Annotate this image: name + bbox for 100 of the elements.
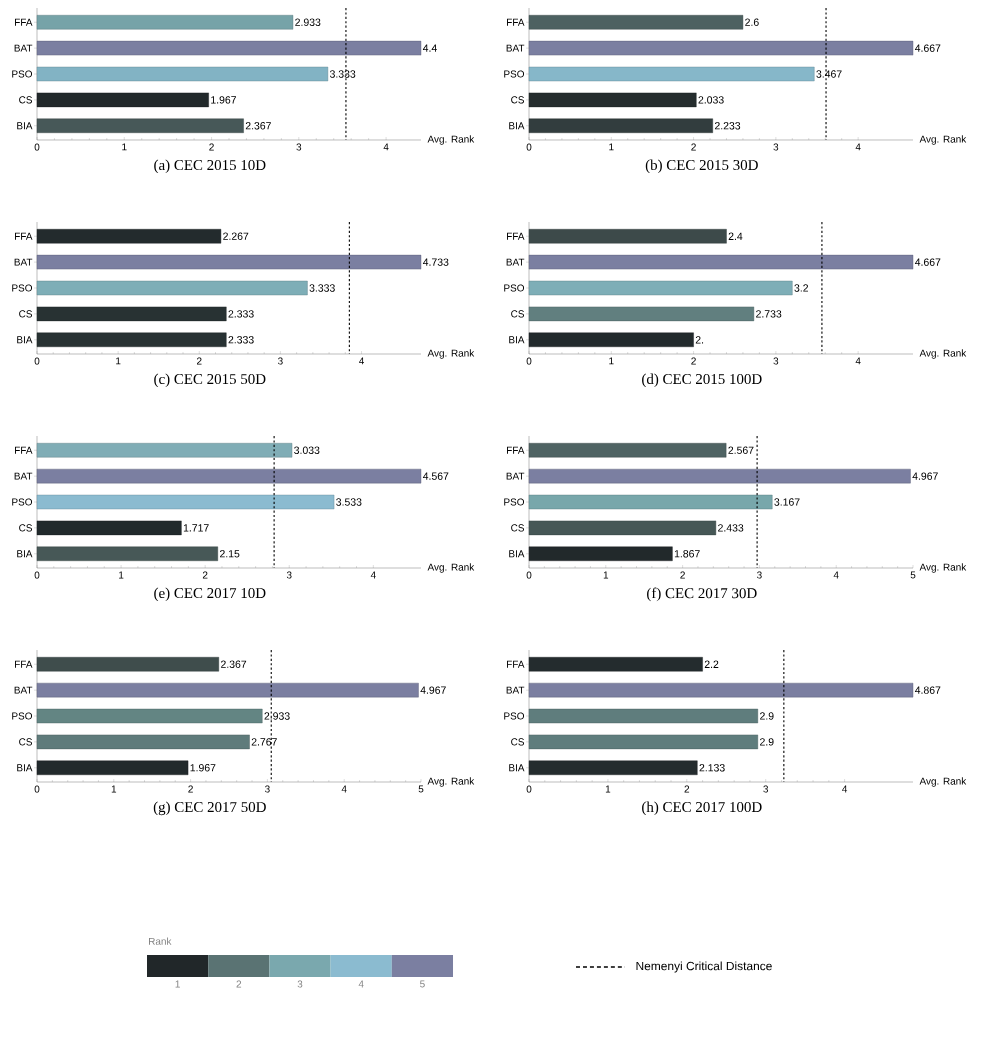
data-label: 2.4 [728, 232, 743, 240]
x-tick-label: 3 [265, 785, 270, 793]
data-label: 1.717 [183, 524, 209, 532]
data-label: 4.4 [422, 44, 437, 52]
chart-title: Rank [149, 937, 172, 945]
x-axis-title: Avg. Rank [919, 563, 967, 573]
y-tick-label: BAT [14, 472, 33, 480]
x-tick-label: 3 [763, 785, 769, 793]
x-tick-label: 5 [910, 571, 916, 579]
data-label: 4.733 [422, 258, 449, 266]
data-label: 2.033 [698, 96, 724, 104]
data-label: 2.133 [699, 764, 725, 772]
y-tick-label: BIA [17, 550, 33, 558]
data-label: 2.933 [295, 18, 321, 26]
x-tick-label: 3 [773, 143, 779, 151]
y-tick-label: FFA [15, 232, 33, 240]
bar [36, 520, 182, 536]
bar [36, 494, 335, 510]
y-tick-label: CS [19, 310, 33, 318]
x-tick-label: 4 [358, 980, 364, 988]
y-tick-label: BIA [509, 550, 525, 558]
bar [528, 760, 698, 775]
text: (h) CEC 2017 100D [642, 801, 762, 816]
x-tick-label: 5 [418, 785, 424, 793]
bar [36, 682, 419, 698]
y-tick-label: BAT [506, 472, 525, 480]
bar [36, 92, 209, 108]
x-tick-label: 0 [526, 785, 532, 793]
text: Nemenyi Critical Distance [636, 961, 772, 973]
y-tick-label: BAT [506, 44, 525, 52]
bar [36, 657, 219, 672]
bar [528, 708, 759, 724]
y-tick-label: FFA [507, 660, 525, 668]
data-label: 2.233 [714, 122, 741, 130]
bar [36, 708, 263, 724]
x-tick-label: 4 [359, 357, 365, 365]
y-tick-label: PSO [12, 712, 33, 720]
bar [528, 682, 914, 698]
y-tick-label: CS [19, 738, 33, 746]
y-tick-label: PSO [504, 498, 525, 506]
y-tick-label: FFA [507, 232, 525, 240]
y-tick-label: CS [511, 96, 525, 104]
text: (c) CEC 2015 50D [154, 373, 266, 388]
bar [36, 118, 244, 133]
text: (e) CEC 2017 10D [154, 587, 266, 602]
y-tick-label: PSO [504, 284, 525, 292]
x-tick-label: 0 [34, 357, 40, 365]
data-label: 2.6 [745, 18, 759, 26]
y-tick-label: BAT [14, 258, 33, 266]
x-tick-label: 0 [34, 785, 40, 793]
x-tick-label: 3 [773, 357, 779, 365]
text: (b) CEC 2015 30D [645, 159, 758, 174]
bar [36, 332, 227, 347]
data-label: 1.967 [211, 96, 236, 104]
bar [36, 468, 422, 484]
y-tick-label: BIA [509, 336, 525, 344]
y-tick-label: BAT [14, 686, 33, 694]
x-tick-label: 2 [209, 143, 214, 151]
data-label: 3.2 [794, 284, 809, 292]
y-tick-label: FFA [507, 446, 525, 454]
data-label: 4.967 [420, 686, 446, 694]
y-tick-label: BAT [14, 44, 33, 52]
x-tick-label: 2 [680, 571, 685, 579]
data-label: 3.333 [329, 70, 356, 78]
x-tick-label: 2 [197, 357, 202, 365]
bar [528, 494, 773, 510]
bar [528, 92, 697, 108]
bar [36, 734, 250, 750]
bar [528, 468, 911, 484]
data-label: 3.167 [774, 498, 800, 506]
y-tick-label: PSO [504, 70, 525, 78]
data-label: 3.533 [336, 498, 362, 506]
bar [36, 254, 422, 270]
x-tick-label: 0 [34, 571, 40, 579]
data-label: 3.467 [816, 70, 842, 78]
x-tick-label: 4 [370, 571, 376, 579]
data-label: 2.15 [220, 550, 240, 558]
x-tick-label: 1 [609, 143, 614, 151]
y-tick-label: CS [511, 524, 525, 532]
data-label: 2.367 [245, 122, 271, 130]
x-tick-label: 4 [855, 357, 861, 365]
bar [36, 280, 308, 296]
text: (g) CEC 2017 50D [153, 801, 266, 816]
x-tick-label: 1 [609, 357, 614, 365]
bar [528, 520, 717, 536]
bar [528, 118, 713, 133]
x-tick-label: 4 [833, 571, 839, 579]
data-label: 4.667 [914, 44, 941, 52]
y-tick-label: BIA [509, 122, 525, 130]
y-tick-label: CS [19, 96, 33, 104]
data-label: 4.967 [912, 472, 938, 480]
x-tick-label: 2 [691, 357, 696, 365]
bar [36, 15, 294, 30]
y-tick-label: BIA [17, 122, 33, 130]
y-tick-label: CS [511, 738, 525, 746]
x-tick-label: 3 [278, 357, 283, 365]
data-label: 3.333 [309, 284, 335, 292]
bar [528, 66, 815, 82]
data-label: 1.967 [190, 764, 216, 772]
x-tick-label: 0 [526, 143, 532, 151]
